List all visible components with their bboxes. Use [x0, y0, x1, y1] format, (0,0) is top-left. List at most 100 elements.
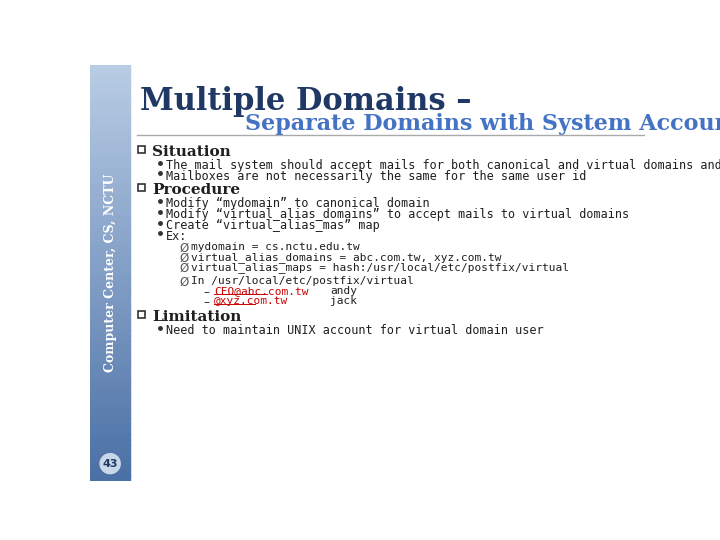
- Bar: [90, 372, 130, 377]
- Bar: [90, 449, 130, 455]
- Bar: [90, 403, 130, 409]
- Bar: [90, 153, 130, 159]
- Bar: [90, 75, 130, 81]
- Bar: [90, 200, 130, 206]
- Bar: [90, 221, 130, 227]
- Bar: [90, 465, 130, 471]
- Text: Ex:: Ex:: [166, 230, 187, 242]
- Bar: [90, 475, 130, 481]
- Bar: [90, 387, 130, 393]
- Bar: [90, 96, 130, 102]
- Bar: [90, 91, 130, 97]
- Bar: [138, 146, 145, 153]
- Text: virtual_alias_domains = abc.com.tw, xyz.com.tw: virtual_alias_domains = abc.com.tw, xyz.…: [191, 252, 501, 263]
- Bar: [90, 294, 130, 300]
- Bar: [90, 267, 130, 273]
- Bar: [90, 299, 130, 305]
- Bar: [90, 211, 130, 217]
- Text: Ø: Ø: [180, 276, 189, 289]
- Bar: [90, 168, 130, 175]
- Bar: [138, 184, 145, 191]
- Text: –: –: [203, 286, 209, 299]
- Bar: [90, 366, 130, 372]
- Bar: [90, 439, 130, 445]
- Bar: [90, 361, 130, 367]
- Bar: [90, 278, 130, 284]
- Text: Ø: Ø: [180, 252, 189, 265]
- Text: Computer Center, CS, NCTU: Computer Center, CS, NCTU: [104, 173, 117, 372]
- Text: Ø: Ø: [180, 242, 189, 255]
- Bar: [90, 444, 130, 450]
- Bar: [90, 241, 130, 247]
- Bar: [90, 164, 130, 170]
- Bar: [90, 392, 130, 398]
- Text: Modify “mydomain” to canonical domain: Modify “mydomain” to canonical domain: [166, 197, 430, 210]
- Text: In /usr/local/etc/postfix/virtual: In /usr/local/etc/postfix/virtual: [191, 276, 413, 286]
- Text: Limitation: Limitation: [152, 310, 241, 325]
- Bar: [90, 231, 130, 237]
- Text: –: –: [203, 296, 209, 309]
- Bar: [138, 311, 145, 318]
- Bar: [90, 80, 130, 86]
- Bar: [90, 138, 130, 144]
- Bar: [90, 158, 130, 164]
- Bar: [90, 408, 130, 414]
- Bar: [90, 325, 130, 330]
- Bar: [90, 195, 130, 201]
- Bar: [90, 460, 130, 466]
- Text: Ø: Ø: [180, 262, 189, 275]
- Text: Modify “virtual_alias_domains” to accept mails to virtual domains: Modify “virtual_alias_domains” to accept…: [166, 208, 629, 221]
- Text: Procedure: Procedure: [152, 184, 240, 198]
- Bar: [90, 174, 130, 180]
- Bar: [90, 184, 130, 190]
- Bar: [90, 320, 130, 326]
- Bar: [90, 455, 130, 461]
- Text: mydomain = cs.nctu.edu.tw: mydomain = cs.nctu.edu.tw: [191, 242, 359, 252]
- Bar: [90, 418, 130, 424]
- Text: @xyz.com.tw: @xyz.com.tw: [214, 296, 288, 306]
- Bar: [90, 247, 130, 253]
- Bar: [90, 429, 130, 435]
- Bar: [90, 423, 130, 429]
- Bar: [90, 350, 130, 356]
- Bar: [90, 132, 130, 138]
- Bar: [90, 382, 130, 388]
- Circle shape: [100, 454, 120, 474]
- Bar: [90, 179, 130, 185]
- Bar: [90, 356, 130, 362]
- Text: Situation: Situation: [152, 145, 230, 159]
- Bar: [90, 377, 130, 383]
- Bar: [90, 148, 130, 154]
- Text: Multiple Domains –: Multiple Domains –: [140, 86, 472, 117]
- Bar: [90, 413, 130, 419]
- Bar: [90, 288, 130, 294]
- Bar: [90, 112, 130, 118]
- Text: CEO@abc.com.tw: CEO@abc.com.tw: [214, 286, 308, 296]
- Text: Separate Domains with System Accounts: Separate Domains with System Accounts: [245, 112, 720, 134]
- Bar: [90, 283, 130, 289]
- Bar: [90, 262, 130, 268]
- Bar: [90, 340, 130, 346]
- Text: jack: jack: [330, 296, 357, 306]
- Bar: [90, 346, 130, 352]
- Bar: [90, 215, 130, 221]
- Bar: [90, 273, 130, 279]
- Text: 43: 43: [102, 458, 118, 469]
- Bar: [90, 257, 130, 263]
- Text: Mailboxes are not necessarily the same for the same user id: Mailboxes are not necessarily the same f…: [166, 170, 586, 183]
- Bar: [90, 127, 130, 133]
- Bar: [90, 237, 130, 242]
- Bar: [90, 117, 130, 123]
- Bar: [90, 85, 130, 92]
- Text: virtual_alias_maps = hash:/usr/local/etc/postfix/virtual: virtual_alias_maps = hash:/usr/local/etc…: [191, 262, 569, 273]
- Bar: [90, 205, 130, 211]
- Text: andy: andy: [330, 286, 357, 296]
- Bar: [90, 330, 130, 336]
- Bar: [90, 65, 130, 71]
- Bar: [90, 190, 130, 195]
- Text: Create “virtual_alias_mas” map: Create “virtual_alias_mas” map: [166, 219, 379, 232]
- Bar: [90, 226, 130, 232]
- Bar: [90, 304, 130, 310]
- Bar: [90, 143, 130, 148]
- Bar: [90, 252, 130, 258]
